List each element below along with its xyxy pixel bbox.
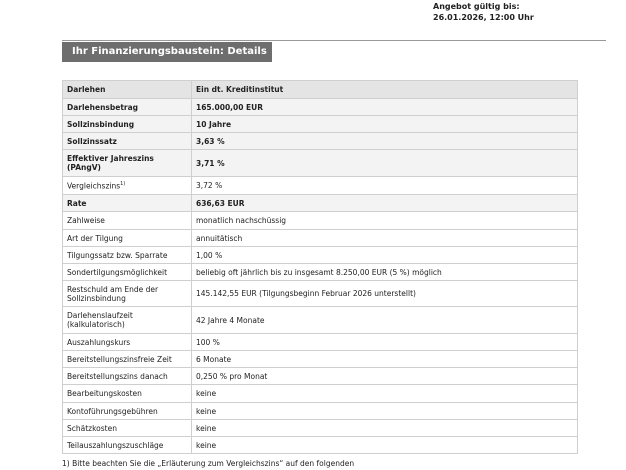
row-label-cell: Tilgungssatz bzw. Sparrate <box>62 246 192 264</box>
row-label: Darlehensbetrag <box>67 102 139 112</box>
row-value: beliebig oft jährlich bis zu insgesamt 8… <box>191 263 578 281</box>
row-label-cell: Bereitstellungszins danach <box>62 367 192 385</box>
divider <box>62 40 606 41</box>
row-label-cell: Kontoführungsgebühren <box>62 402 192 420</box>
table-row: Bearbeitungskosten keine <box>62 384 578 403</box>
row-label-cell: Auszahlungskurs <box>62 333 192 351</box>
footnote: 1) Bitte beachten Sie die „Erläuterung z… <box>62 459 355 468</box>
row-label: Sollzinsbindung <box>67 119 135 129</box>
row-label: Restschuld am Ende der Sollzinsbindung <box>67 284 159 303</box>
row-value: keine <box>191 402 578 420</box>
table-row: Vergleichszins1) 3,72 % <box>62 176 578 195</box>
details-table: Darlehen Ein dt. Kreditinstitut Darlehen… <box>62 80 578 454</box>
table-row: Bereitstellungszins danach 0,250 % pro Mo… <box>62 367 578 385</box>
row-label-cell: Sollzinsbindung <box>62 115 192 133</box>
footnote-mark: 1) <box>120 181 126 188</box>
row-label: Vergleichszins <box>67 181 121 191</box>
row-value: keine <box>191 436 578 454</box>
row-label-cell: Vergleichszins1) <box>62 176 192 195</box>
row-value: 3,71 % <box>191 149 578 177</box>
table-row: Zahlweise monatlich nachschüssig <box>62 211 578 230</box>
table-row: Teilauszahlungszuschläge keine <box>62 436 578 454</box>
row-value: 636,63 EUR <box>191 194 578 212</box>
row-value: 1,00 % <box>191 246 578 264</box>
table-row: Sollzinsbindung 10 Jahre <box>62 115 578 133</box>
valid-label: Angebot gültig bis: <box>433 2 520 11</box>
table-row: Kontoführungsgebühren keine <box>62 402 578 420</box>
section-title: Ihr Finanzierungsbaustein: Details <box>62 42 272 62</box>
row-value: annuitätisch <box>191 229 578 247</box>
table-row: Darlehensbetrag 165.000,00 EUR <box>62 98 578 116</box>
row-label: Sollzinssatz <box>67 136 117 146</box>
table-row: Art der Tilgung annuitätisch <box>62 229 578 247</box>
row-label-cell: Sollzinssatz <box>62 132 192 150</box>
table-row: Rate 636,63 EUR <box>62 194 578 212</box>
row-value: 145.142,55 EUR (Tilgungsbeginn Februar 2… <box>191 280 578 307</box>
header-cell: Darlehen <box>62 80 192 99</box>
row-label-cell: Bearbeitungskosten <box>62 384 192 403</box>
row-value: 6 Monate <box>191 350 578 368</box>
row-label-cell: Restschuld am Ende der Sollzinsbindung <box>62 280 192 307</box>
table-row: Schätzkosten keine <box>62 419 578 437</box>
row-label: Zahlweise <box>67 216 105 225</box>
table-header: Darlehen Ein dt. Kreditinstitut <box>62 80 578 99</box>
offer-validity: Angebot gültig bis: 26.01.2026, 12:00 Uh… <box>433 1 534 23</box>
row-label: Teilauszahlungszuschläge <box>67 440 164 450</box>
row-label: Tilgungssatz bzw. Sparrate <box>67 250 168 260</box>
row-label: Sondertilgungsmöglichkeit <box>67 267 168 277</box>
row-value: 42 Jahre 4 Monate <box>191 306 578 334</box>
table-row: Darlehenslaufzeit (kalkulatorisch) 42 Jah… <box>62 306 578 334</box>
row-label-cell: Effektiver Jahreszins (PAngV) <box>62 149 192 177</box>
table-row: Effektiver Jahreszins (PAngV) 3,71 % <box>62 149 578 177</box>
table-row: Sollzinssatz 3,63 % <box>62 132 578 150</box>
row-value: 100 % <box>191 333 578 351</box>
row-label-cell: Teilauszahlungszuschläge <box>62 436 192 454</box>
table-row: Auszahlungskurs 100 % <box>62 333 578 351</box>
row-label: Effektiver Jahreszins (PAngV) <box>67 154 154 172</box>
row-label-cell: Darlehensbetrag <box>62 98 192 116</box>
row-value: monatlich nachschüssig <box>191 211 578 230</box>
row-label-cell: Sondertilgungsmöglichkeit <box>62 263 192 281</box>
row-label: Auszahlungskurs <box>67 337 131 347</box>
row-label-cell: Darlehenslaufzeit (kalkulatorisch) <box>62 306 192 334</box>
row-value: keine <box>191 384 578 403</box>
row-value: 3,72 % <box>191 176 578 195</box>
table-row: Restschuld am Ende der Sollzinsbindung 14… <box>62 280 578 307</box>
row-value: 3,63 % <box>191 132 578 150</box>
row-value: 10 Jahre <box>191 115 578 133</box>
table-row: Sondertilgungsmöglichkeit beliebig oft jä… <box>62 263 578 281</box>
row-label-cell: Art der Tilgung <box>62 229 192 247</box>
row-label-cell: Rate <box>62 194 192 212</box>
row-label-cell: Zahlweise <box>62 211 192 230</box>
row-label: Bearbeitungskosten <box>67 389 142 398</box>
header-cell: Ein dt. Kreditinstitut <box>191 80 578 99</box>
row-value: 165.000,00 EUR <box>191 98 578 116</box>
row-label-cell: Bereitstellungszinsfreie Zeit <box>62 350 192 368</box>
table-row: Tilgungssatz bzw. Sparrate 1,00 % <box>62 246 578 264</box>
row-label: Darlehenslaufzeit (kalkulatorisch) <box>67 311 133 329</box>
row-value: keine <box>191 419 578 437</box>
row-label: Bereitstellungszinsfreie Zeit <box>67 354 172 364</box>
row-label-cell: Schätzkosten <box>62 419 192 437</box>
valid-date: 26.01.2026, 12:00 Uhr <box>433 13 534 22</box>
row-label: Bereitstellungszins danach <box>67 371 168 381</box>
row-label: Kontoführungsgebühren <box>67 406 158 416</box>
row-label: Schätzkosten <box>67 423 117 433</box>
row-label: Rate <box>67 198 87 208</box>
row-label: Art der Tilgung <box>67 233 123 243</box>
row-value: 0,250 % pro Monat <box>191 367 578 385</box>
table-row: Bereitstellungszinsfreie Zeit 6 Monate <box>62 350 578 368</box>
